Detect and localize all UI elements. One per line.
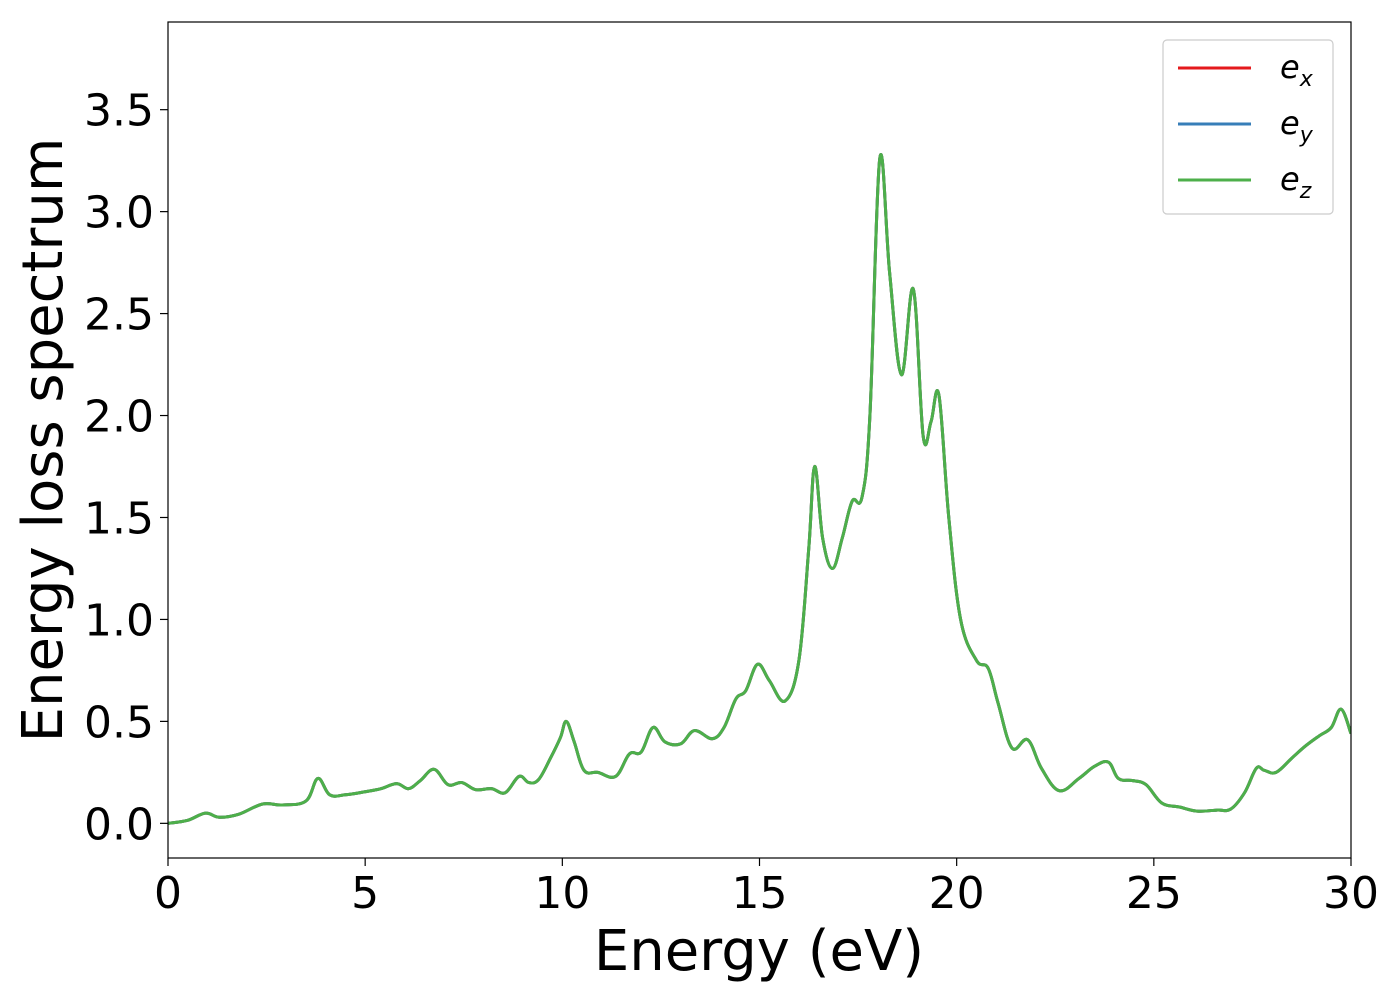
y-tick-label: 0.5 <box>84 697 154 748</box>
legend-label-base: e <box>1280 104 1300 142</box>
x-tick-label: 15 <box>732 868 788 919</box>
legend-label-base: e <box>1280 48 1300 86</box>
y-axis: 0.0 0.5 1.0 1.5 2.0 2.5 3.0 3.5 <box>84 86 168 850</box>
series-line-ez <box>168 153 1351 825</box>
x-tick-label: 25 <box>1126 868 1182 919</box>
legend-label-subscript: z <box>1299 179 1312 204</box>
y-tick-label: 0.0 <box>84 799 154 850</box>
y-tick-label: 3.5 <box>84 86 154 137</box>
legend-label-x: ex <box>1280 48 1314 92</box>
series-layer <box>168 153 1351 825</box>
legend-box <box>1162 39 1334 215</box>
legend-label-y: ey <box>1280 104 1314 148</box>
x-axis: 0 5 10 15 20 25 30 <box>154 858 1379 919</box>
legend-label-subscript: y <box>1299 123 1314 148</box>
y-tick-label: 2.0 <box>84 392 154 443</box>
x-axis-title: Energy (eV) <box>594 919 924 984</box>
legend-label-z: ez <box>1280 160 1312 204</box>
x-tick-label: 20 <box>929 868 985 919</box>
y-tick-label: 1.5 <box>84 493 154 544</box>
y-tick-label: 2.5 <box>84 290 154 341</box>
legend-label-subscript: x <box>1299 67 1314 92</box>
y-tick-label: 3.0 <box>84 188 154 239</box>
x-tick-label: 10 <box>534 868 590 919</box>
x-tick-label: 30 <box>1323 868 1379 919</box>
legend-label-base: e <box>1280 160 1300 198</box>
x-tick-label: 5 <box>351 868 379 919</box>
y-tick-label: 1.0 <box>84 595 154 646</box>
y-axis-title: Energy loss spectrum <box>11 138 76 743</box>
x-tick-label: 0 <box>154 868 182 919</box>
